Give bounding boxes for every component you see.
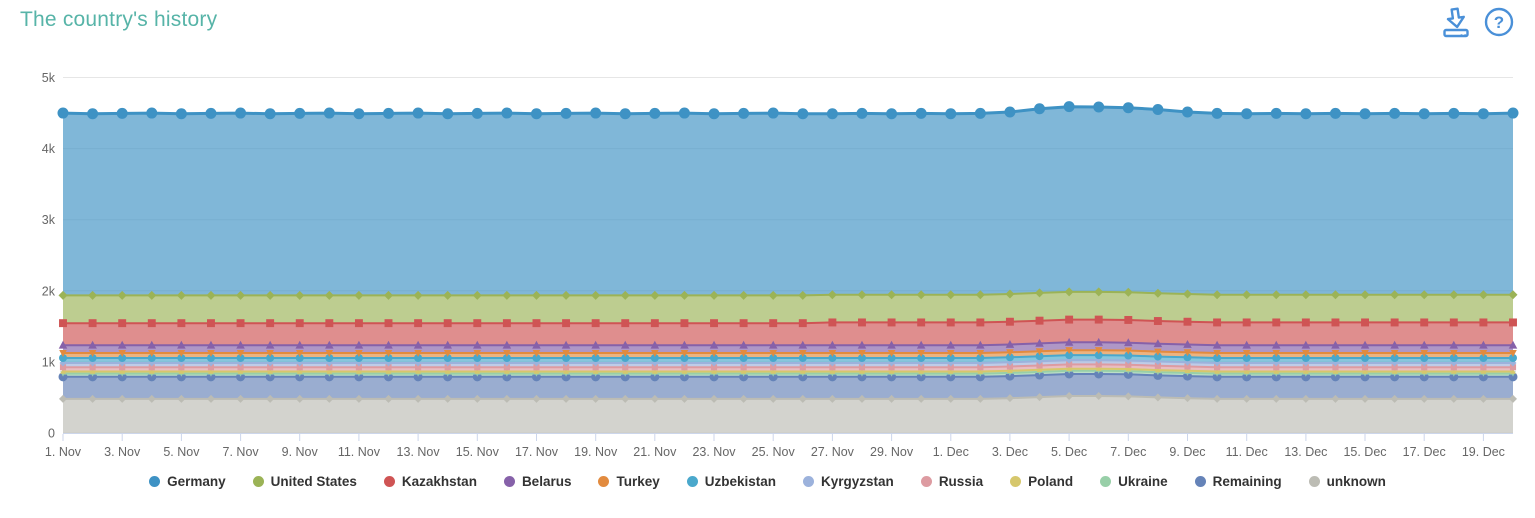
svg-text:0: 0	[48, 427, 55, 441]
legend-item-ukraine[interactable]: Ukraine	[1100, 474, 1168, 489]
legend-item-label: Kyrgyzstan	[821, 474, 894, 489]
legend-item-label: unknown	[1326, 474, 1386, 489]
svg-text:1. Dec: 1. Dec	[933, 445, 969, 459]
legend-item-belarus[interactable]: Belarus	[503, 474, 572, 489]
svg-text:11. Nov: 11. Nov	[338, 445, 381, 459]
x-axis-labels: 1. Nov 3. Nov 5. Nov 7. Nov 9. Nov 11. Nov 13.…	[45, 445, 1505, 459]
svg-text:7. Dec: 7. Dec	[1110, 445, 1146, 459]
svg-text:23. Nov: 23. Nov	[692, 445, 736, 459]
legend-marker-icon	[252, 476, 264, 487]
legend-item-label: Ukraine	[1118, 474, 1168, 489]
chart-title: The country's history	[20, 8, 218, 31]
legend-item-remaining[interactable]: Remaining	[1194, 474, 1282, 489]
chart-canvas[interactable]: 0 1k 2k 3k 4k 5k 1. Nov 3. Nov 5. Nov 7. Nov 9. No…	[0, 0, 1535, 470]
svg-text:29. Nov: 29. Nov	[870, 445, 914, 459]
legend-item-kyrgyzstan[interactable]: Kyrgyzstan	[803, 474, 894, 489]
svg-text:13. Nov: 13. Nov	[397, 445, 441, 459]
legend-item-label: Germany	[167, 474, 226, 489]
svg-text:9. Nov: 9. Nov	[282, 445, 319, 459]
svg-text:9. Dec: 9. Dec	[1169, 445, 1205, 459]
svg-text:11. Dec: 11. Dec	[1226, 445, 1268, 459]
legend-item-unknown[interactable]: unknown	[1308, 474, 1386, 489]
legend-marker-icon	[598, 476, 610, 487]
svg-text:5. Dec: 5. Dec	[1051, 445, 1087, 459]
legend-marker-icon	[383, 476, 395, 487]
legend-marker-icon	[503, 476, 515, 487]
legend-item-label: Remaining	[1212, 474, 1282, 489]
svg-text:5k: 5k	[42, 71, 56, 85]
legend-item-united-states[interactable]: United States	[252, 474, 357, 489]
svg-text:19. Dec: 19. Dec	[1462, 445, 1505, 459]
legend-item-label: Poland	[1028, 474, 1074, 489]
area-chart[interactable]: 0 1k 2k 3k 4k 5k 1. Nov 3. Nov 5. Nov 7. Nov 9. No…	[0, 0, 1535, 470]
svg-text:3k: 3k	[42, 213, 56, 227]
legend-marker-icon	[1010, 476, 1022, 487]
legend-item-poland[interactable]: Poland	[1010, 474, 1073, 489]
legend-item-label: Uzbekistan	[704, 474, 777, 489]
legend: Germany United States Kazakhstan Belarus Tur…	[0, 474, 1535, 489]
help-button[interactable]: ?	[1481, 5, 1517, 41]
legend-item-turkey[interactable]: Turkey	[598, 474, 660, 489]
legend-marker-icon	[1194, 476, 1206, 487]
series-areas	[63, 106, 1513, 433]
legend-item-label: Kazakhstan	[401, 474, 477, 489]
download-icon	[1439, 5, 1473, 42]
legend-item-label: United States	[270, 474, 357, 489]
svg-text:3. Dec: 3. Dec	[992, 445, 1028, 459]
legend-marker-icon	[149, 476, 161, 487]
legend-marker-icon	[686, 476, 698, 487]
legend-item-label: Russia	[938, 474, 984, 489]
legend-item-label: Belarus	[521, 474, 572, 489]
legend-marker-icon	[920, 476, 932, 487]
svg-text:19. Nov: 19. Nov	[574, 445, 618, 459]
svg-text:4k: 4k	[42, 142, 56, 156]
svg-text:7. Nov: 7. Nov	[223, 445, 260, 459]
header-actions: ?	[1438, 5, 1517, 41]
y-axis-labels: 0 1k 2k 3k 4k 5k	[42, 71, 56, 441]
svg-text:13. Dec: 13. Dec	[1284, 445, 1327, 459]
x-axis	[62, 433, 1513, 441]
svg-text:17. Dec: 17. Dec	[1403, 445, 1446, 459]
svg-text:27. Nov: 27. Nov	[811, 445, 855, 459]
download-button[interactable]	[1438, 5, 1474, 41]
chart-header: The country's history ?	[0, 0, 1535, 48]
svg-text:2k: 2k	[42, 284, 56, 298]
svg-text:1k: 1k	[42, 355, 56, 369]
svg-text:3. Nov: 3. Nov	[104, 445, 141, 459]
svg-text:21. Nov: 21. Nov	[633, 445, 677, 459]
series-lines-markers	[57, 101, 1519, 403]
svg-text:5. Nov: 5. Nov	[163, 445, 200, 459]
legend-item-label: Turkey	[616, 474, 660, 489]
legend-item-uzbekistan[interactable]: Uzbekistan	[686, 474, 777, 489]
svg-text:1. Nov: 1. Nov	[45, 445, 82, 459]
svg-text:17. Nov: 17. Nov	[515, 445, 559, 459]
svg-text:?: ?	[1494, 13, 1504, 32]
help-icon: ?	[1482, 5, 1516, 42]
legend-marker-icon	[803, 476, 815, 487]
legend-marker-icon	[1308, 476, 1320, 487]
legend-item-russia[interactable]: Russia	[920, 474, 984, 489]
legend-item-kazakhstan[interactable]: Kazakhstan	[383, 474, 477, 489]
legend-marker-icon	[1100, 476, 1112, 487]
svg-text:15. Nov: 15. Nov	[456, 445, 500, 459]
svg-text:25. Nov: 25. Nov	[752, 445, 796, 459]
legend-item-germany[interactable]: Germany	[149, 474, 226, 489]
svg-text:15. Dec: 15. Dec	[1343, 445, 1386, 459]
